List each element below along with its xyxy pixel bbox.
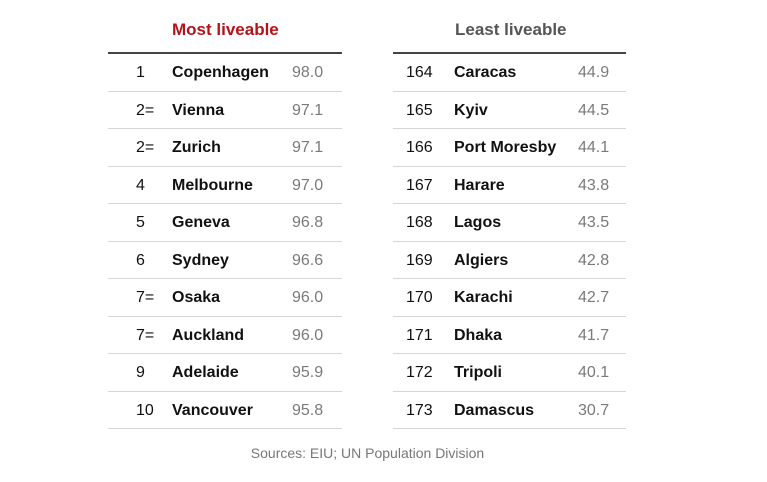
score-cell: 95.9	[292, 364, 324, 381]
table-row: 173 Damascus 30.7	[393, 392, 626, 429]
table-row: 169 Algiers 42.8	[393, 242, 626, 279]
source-note: Sources: EIU; UN Population Division	[250, 445, 485, 461]
city-cell: Sydney	[172, 251, 229, 269]
rank-cell: 1	[136, 64, 145, 81]
table-row: 165 Kyiv 44.5	[393, 92, 626, 129]
score-cell: 43.5	[578, 214, 610, 231]
city-cell: Damascus	[454, 401, 535, 419]
least-liveable-title: Least liveable	[455, 20, 567, 39]
score-cell: 98.0	[292, 64, 324, 81]
score-cell: 44.9	[578, 64, 610, 81]
header-rule	[108, 52, 342, 54]
city-cell: Adelaide	[172, 364, 239, 381]
score-cell: 97.1	[292, 101, 324, 119]
city-cell: Karachi	[454, 289, 513, 306]
table-row: 2= Zurich 97.1	[108, 129, 342, 167]
table-row: 7= Auckland 96.0	[108, 317, 342, 354]
score-cell: 96.0	[292, 326, 324, 344]
rank-cell: 7=	[136, 289, 155, 306]
city-cell: Kyiv	[454, 101, 488, 119]
table-row: 168 Lagos 43.5	[393, 204, 626, 242]
rank-cell: 169	[406, 251, 433, 269]
rank-cell: 167	[406, 176, 433, 194]
city-cell: Algiers	[454, 251, 509, 269]
city-cell: Lagos	[454, 214, 502, 231]
table-row: 167 Harare 43.8	[393, 167, 626, 204]
score-cell: 40.1	[578, 364, 610, 381]
score-cell: 43.8	[578, 176, 610, 194]
table-row: 171 Dhaka 41.7	[393, 317, 626, 354]
score-cell: 97.0	[292, 176, 324, 194]
rank-cell: 165	[406, 101, 433, 119]
city-cell: Osaka	[172, 289, 221, 306]
score-cell: 42.8	[578, 251, 610, 269]
score-cell: 41.7	[578, 326, 610, 344]
rank-cell: 9	[136, 364, 145, 381]
most-liveable-rows: 1 Copenhagen 98.0 2= Vienna 97.1 2= Zurich 97.1 4…	[108, 54, 342, 429]
rank-cell: 172	[406, 364, 433, 381]
city-cell: Dhaka	[454, 326, 503, 344]
rank-cell: 2=	[136, 139, 155, 156]
rank-cell: 173	[406, 401, 433, 419]
rank-cell: 170	[406, 289, 433, 306]
score-cell: 44.5	[578, 101, 610, 119]
rank-cell: 6	[136, 251, 145, 269]
rank-cell: 5	[136, 214, 145, 231]
table-row: 170 Karachi 42.7	[393, 279, 626, 317]
score-cell: 30.7	[578, 401, 610, 419]
table-row: 10 Vancouver 95.8	[108, 392, 342, 429]
score-cell: 95.8	[292, 401, 324, 419]
city-cell: Copenhagen	[172, 64, 269, 81]
score-cell: 96.8	[292, 214, 324, 231]
most-liveable-title: Most liveable	[172, 20, 279, 39]
table-row: 7= Osaka 96.0	[108, 279, 342, 317]
city-cell: Vancouver	[172, 401, 253, 419]
rank-cell: 4	[136, 176, 145, 194]
table-row: 166 Port Moresby 44.1	[393, 129, 626, 167]
rank-cell: 10	[136, 401, 154, 419]
score-cell: 96.6	[292, 251, 324, 269]
table-row: 9 Adelaide 95.9	[108, 354, 342, 392]
rank-cell: 2=	[136, 101, 155, 119]
rank-cell: 7=	[136, 326, 155, 344]
table-row: 2= Vienna 97.1	[108, 92, 342, 129]
rank-cell: 164	[406, 64, 433, 81]
rank-cell: 166	[406, 139, 433, 156]
rank-cell: 168	[406, 214, 433, 231]
table-row: 6 Sydney 96.6	[108, 242, 342, 279]
city-cell: Vienna	[172, 101, 225, 119]
score-cell: 96.0	[292, 289, 324, 306]
city-cell: Port Moresby	[454, 139, 557, 156]
city-cell: Zurich	[172, 139, 221, 156]
city-cell: Auckland	[172, 326, 245, 344]
city-cell: Harare	[454, 176, 505, 194]
table-row: 5 Geneva 96.8	[108, 204, 342, 242]
city-cell: Tripoli	[454, 364, 502, 381]
rank-cell: 171	[406, 326, 433, 344]
city-cell: Melbourne	[172, 176, 253, 194]
table-row: 164 Caracas 44.9	[393, 54, 626, 92]
city-cell: Geneva	[172, 214, 230, 231]
table-row: 1 Copenhagen 98.0	[108, 54, 342, 92]
score-cell: 97.1	[292, 139, 324, 156]
score-cell: 44.1	[578, 139, 610, 156]
score-cell: 42.7	[578, 289, 610, 306]
table-row: 172 Tripoli 40.1	[393, 354, 626, 392]
header-rule	[393, 52, 626, 54]
least-liveable-rows: 164 Caracas 44.9 165 Kyiv 44.5 166 Port Moresby…	[393, 54, 626, 429]
table-row: 4 Melbourne 97.0	[108, 167, 342, 204]
city-cell: Caracas	[454, 64, 517, 81]
